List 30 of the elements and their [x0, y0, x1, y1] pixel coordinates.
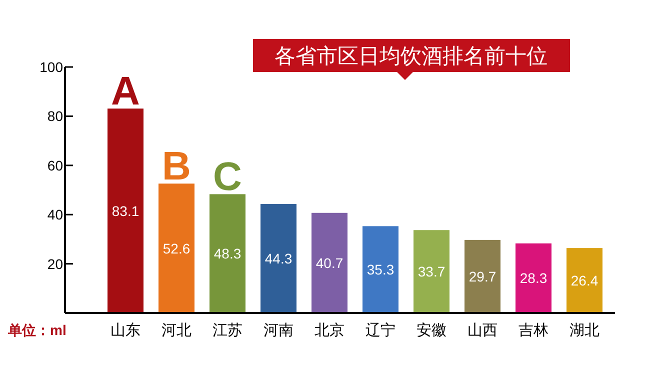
- y-tick-label: 60: [47, 157, 64, 174]
- x-tick-label: 山东: [110, 322, 140, 339]
- data-label: 52.6: [162, 240, 190, 256]
- chart-title: 各省市区日均饮酒排名前十位: [274, 45, 548, 68]
- x-tick-label: 安徽: [416, 322, 446, 339]
- x-tick-label: 北京: [314, 322, 344, 339]
- x-tick-label: 江苏: [212, 322, 242, 339]
- annotation: C: [213, 155, 242, 200]
- data-label: 48.3: [214, 246, 242, 262]
- data-label: 35.3: [366, 262, 394, 278]
- annotation: B: [162, 144, 191, 189]
- x-tick-label: 湖北: [570, 322, 600, 339]
- x-tick-label: 河北: [162, 322, 192, 339]
- x-tick-label: 河南: [264, 322, 294, 339]
- y-tick-label: 80: [47, 108, 64, 124]
- data-label: 29.7: [468, 268, 496, 284]
- text: 单位：ml: [7, 322, 66, 338]
- data-label: 28.3: [520, 270, 548, 286]
- data-label: 40.7: [316, 254, 344, 271]
- y-tick-label: 20: [47, 256, 64, 272]
- y-tick-label: 40: [47, 206, 64, 223]
- x-tick-label: 辽宁: [366, 322, 396, 339]
- x-tick-label: 吉林: [518, 322, 548, 339]
- annotation: A: [111, 70, 140, 114]
- data-label: 83.1: [112, 202, 140, 219]
- data-label: 44.3: [264, 250, 292, 267]
- x-tick-label: 山西: [468, 322, 498, 339]
- y-tick-label: 100: [40, 59, 64, 75]
- data-label: 33.7: [418, 264, 446, 280]
- data-label: 26.4: [570, 272, 598, 289]
